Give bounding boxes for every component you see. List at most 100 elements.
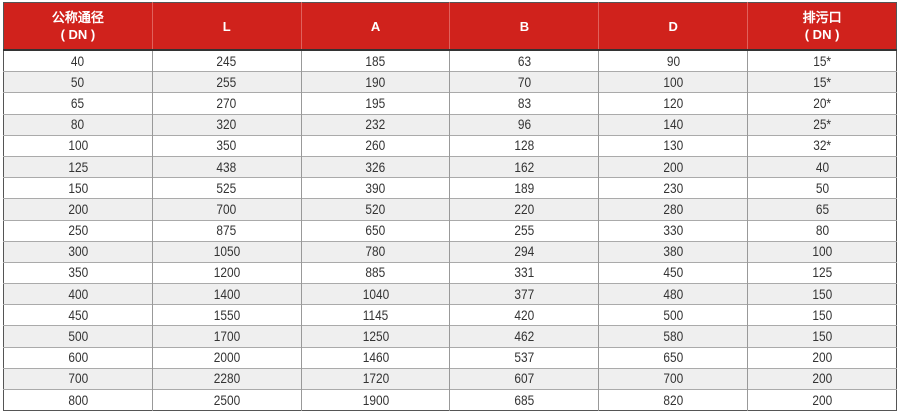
- table-row: 125 438 326 162 200 40: [3, 155, 897, 178]
- table-cell: 195: [300, 92, 450, 115]
- table-cell: 500: [3, 325, 153, 348]
- table-cell: 150: [3, 177, 153, 199]
- cell-value: 40: [71, 53, 85, 69]
- cell-value: 462: [514, 329, 535, 345]
- table-cell: 1460: [300, 346, 450, 369]
- table-cell: 380: [598, 240, 748, 263]
- cell-value: 50: [71, 74, 85, 90]
- table-cell: 1040: [300, 283, 450, 305]
- table-cell: 537: [449, 346, 599, 369]
- cell-value: 150: [812, 329, 832, 345]
- table-cell: 120: [598, 92, 748, 115]
- cell-value: 200: [663, 159, 684, 175]
- table-row: 600 2000 1460 537 650 200: [3, 346, 897, 369]
- table-cell: 90: [598, 49, 748, 72]
- cell-value: 1050: [213, 244, 240, 260]
- table-row: 50 255 190 70 100 15*: [3, 71, 897, 93]
- table-cell: 220: [449, 198, 599, 220]
- table-cell: 200: [3, 198, 153, 220]
- column-header-label: 排污口: [802, 10, 842, 25]
- cell-value: 15*: [813, 74, 831, 90]
- table-cell: 100: [747, 240, 897, 263]
- cell-value: 200: [67, 201, 88, 217]
- cell-value: 330: [663, 223, 684, 239]
- table-row: 40 245 185 63 90 15*: [3, 49, 897, 72]
- cell-value: 63: [517, 53, 532, 69]
- table-cell: 438: [151, 155, 302, 178]
- cell-value: 162: [514, 159, 535, 175]
- cell-value: 50: [815, 180, 829, 196]
- cell-value: 96: [517, 117, 532, 133]
- table-cell: 15*: [747, 49, 897, 72]
- cell-value: 190: [365, 74, 386, 90]
- table-row: 300 1050 780 294 380 100: [3, 240, 897, 263]
- cell-value: 245: [216, 53, 237, 69]
- table-cell: 350: [3, 261, 153, 284]
- cell-value: 150: [812, 307, 832, 323]
- table-row: 500 1700 1250 462 580 150: [3, 325, 897, 348]
- table-cell: 189: [449, 177, 599, 199]
- cell-value: 520: [365, 201, 386, 217]
- table-cell: 607: [449, 367, 599, 390]
- cell-value: 1720: [362, 371, 389, 387]
- table-cell: 270: [151, 92, 302, 115]
- table-cell: 150: [747, 283, 897, 305]
- table-cell: 280: [598, 198, 748, 220]
- table-cell: 875: [151, 219, 302, 242]
- table-cell: 150: [747, 304, 897, 326]
- table-row: 700 2280 1720 607 700 200: [3, 367, 897, 390]
- table-cell: 1700: [151, 325, 302, 348]
- dimension-table: 公称通径( DN ) L A B D 排污口( DN ) 40 245 185 63 90 15* 5…: [3, 2, 897, 411]
- table-cell: 130: [598, 134, 748, 157]
- cell-value: 260: [365, 138, 386, 154]
- table-cell: 400: [3, 283, 153, 305]
- table-header-row: 公称通径 ( DN ) L A B D 排污口 ( DN ): [3, 2, 897, 51]
- cell-value: 500: [663, 307, 684, 323]
- table-cell: 255: [449, 219, 599, 242]
- table-cell: 150: [747, 325, 897, 348]
- cell-value: 2280: [213, 371, 240, 387]
- cell-value: 1040: [362, 286, 389, 302]
- table-cell: 377: [449, 283, 599, 305]
- table-cell: 140: [598, 113, 748, 136]
- column-header: B: [449, 2, 599, 51]
- cell-value: 189: [514, 180, 535, 196]
- table-row: 250 875 650 255 330 80: [3, 219, 897, 242]
- table-cell: 294: [449, 240, 599, 263]
- table-cell: 320: [151, 113, 302, 136]
- cell-value: 100: [663, 74, 684, 90]
- cell-value: 2500: [213, 392, 240, 408]
- column-header-label: B: [519, 18, 530, 34]
- table-cell: 200: [598, 155, 748, 178]
- cell-value: 380: [663, 244, 684, 260]
- table-cell: 450: [598, 261, 748, 284]
- table-cell: 685: [449, 388, 599, 411]
- cell-value: 350: [216, 138, 237, 154]
- cell-value: 270: [216, 95, 237, 111]
- cell-value: 780: [365, 244, 386, 260]
- table-row: 65 270 195 83 120 20*: [3, 92, 897, 115]
- table-cell: 190: [300, 71, 450, 93]
- table-cell: 600: [3, 346, 153, 369]
- cell-value: 140: [663, 117, 684, 133]
- table-cell: 520: [300, 198, 450, 220]
- table-cell: 260: [300, 134, 450, 157]
- table-cell: 125: [3, 155, 153, 178]
- table-cell: 200: [747, 367, 897, 390]
- table-cell: 700: [598, 367, 748, 390]
- cell-value: 230: [663, 180, 684, 196]
- table-cell: 420: [449, 304, 599, 326]
- table-cell: 1200: [151, 261, 302, 284]
- column-header-label: D: [668, 18, 678, 34]
- column-header-label: A: [370, 18, 381, 34]
- column-header-label: 公称通径: [51, 10, 104, 25]
- table-cell: 65: [3, 92, 153, 115]
- cell-value: 1550: [213, 307, 240, 323]
- table-cell: 245: [151, 49, 302, 72]
- cell-value: 120: [663, 95, 684, 111]
- column-header: 公称通径 ( DN ): [3, 2, 153, 51]
- cell-value: 480: [663, 286, 684, 302]
- table-cell: 65: [747, 198, 897, 220]
- table-cell: 100: [3, 134, 153, 157]
- cell-value: 90: [666, 53, 680, 69]
